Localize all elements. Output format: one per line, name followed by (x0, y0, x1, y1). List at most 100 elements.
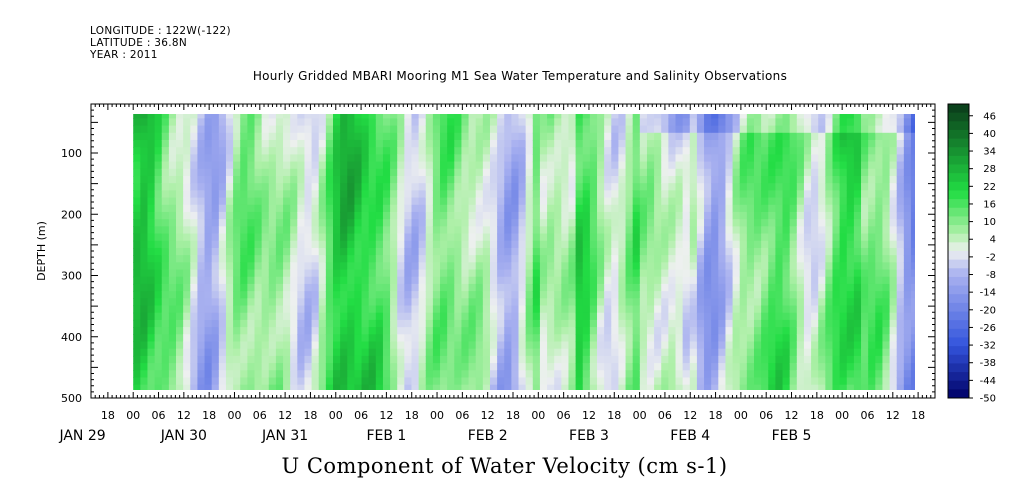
heatmap-cell (482, 319, 491, 328)
heatmap-cell (325, 247, 334, 256)
heatmap-cell (789, 118, 798, 127)
heatmap-cell (518, 341, 527, 350)
heatmap-cell (689, 197, 698, 206)
heatmap-cell (340, 319, 348, 328)
heatmap-cell (432, 377, 441, 386)
heatmap-cell (711, 334, 719, 343)
heatmap-cell (283, 327, 291, 335)
heatmap-cell (632, 132, 641, 141)
heatmap-cell (625, 262, 634, 271)
heatmap-cell (582, 355, 591, 364)
heatmap-cell (375, 262, 384, 271)
heatmap-cell (390, 255, 398, 263)
heatmap-cell (440, 139, 448, 148)
heatmap-cell (732, 139, 741, 148)
heatmap-cell (525, 168, 534, 177)
heatmap-cell (368, 147, 377, 155)
heatmap-cell (140, 175, 149, 184)
heatmap-cell (875, 283, 884, 292)
heatmap-cell (290, 255, 298, 263)
x-tick-label: 18 (709, 409, 723, 422)
heatmap-cell (397, 377, 405, 386)
heatmap-cell (696, 139, 705, 148)
heatmap-cell (204, 183, 213, 191)
heatmap-cell (511, 341, 520, 350)
heatmap-cell (304, 363, 313, 371)
heatmap-cell (518, 204, 527, 213)
heatmap-cell (711, 312, 719, 321)
heatmap-cell (654, 132, 662, 141)
heatmap-cell (903, 247, 912, 256)
heatmap-cell (176, 118, 184, 127)
heatmap-cell (568, 139, 577, 148)
heatmap-cell (168, 327, 177, 335)
heatmap-cell (775, 312, 784, 321)
heatmap-cell (839, 204, 848, 213)
heatmap-cell (218, 219, 227, 227)
heatmap-cell (511, 226, 520, 235)
heatmap-cell (304, 161, 313, 170)
heatmap-cell (140, 283, 149, 292)
heatmap-cell (154, 190, 163, 199)
heatmap-cell (140, 132, 149, 141)
heatmap-cell (404, 276, 413, 285)
heatmap-cell (340, 370, 348, 379)
heatmap-cell (846, 197, 855, 206)
heatmap-cell (140, 183, 149, 191)
heatmap-cell (575, 283, 584, 292)
heatmap-cell (304, 183, 313, 191)
heatmap-cell (589, 370, 598, 379)
heatmap-cell (689, 319, 698, 328)
heatmap-cell (176, 114, 184, 119)
heatmap-cell (304, 132, 313, 141)
heatmap-cell (783, 104, 791, 112)
heatmap-cell (390, 341, 398, 350)
heatmap-cell (896, 139, 905, 148)
heatmap-cell (354, 139, 363, 148)
heatmap-cell (761, 247, 769, 256)
heatmap-cell (597, 204, 605, 213)
heatmap-cell (539, 168, 548, 177)
heatmap-cell (568, 262, 577, 271)
heatmap-cell (575, 384, 584, 390)
heatmap-cell (275, 269, 284, 278)
heatmap-cell (539, 114, 548, 119)
heatmap-cell (654, 219, 662, 227)
heatmap-cell (725, 175, 734, 184)
heatmap-cell (725, 255, 734, 263)
heatmap-cell (333, 211, 341, 220)
heatmap-cell (575, 363, 584, 371)
heatmap-cell (340, 125, 348, 134)
heatmap-cell (668, 161, 677, 170)
heatmap-cell (903, 341, 912, 350)
heatmap-cell (825, 327, 834, 335)
heatmap-cell (361, 175, 370, 184)
heatmap-cell (154, 348, 163, 357)
heatmap-cell (197, 298, 206, 307)
heatmap-cell (275, 305, 284, 314)
heatmap-cell (896, 291, 905, 299)
heatmap-cell (418, 118, 427, 127)
heatmap-cell (404, 363, 413, 371)
heatmap-cell (611, 348, 620, 357)
heatmap-cell (211, 255, 220, 263)
heatmap-cell (354, 161, 363, 170)
heatmap-cell (354, 276, 363, 285)
heatmap-cell (718, 255, 727, 263)
heatmap-cell (432, 226, 441, 235)
heatmap-cell (632, 154, 641, 163)
heatmap-cell (561, 240, 570, 249)
heatmap-cell (711, 262, 719, 271)
heatmap-cell (497, 348, 505, 357)
heatmap-cell (404, 247, 413, 256)
heatmap-cell (404, 233, 413, 242)
heatmap-cell (147, 197, 156, 206)
heatmap-cell (811, 233, 819, 242)
heatmap-cell (247, 262, 256, 271)
heatmap-cell (275, 125, 284, 134)
heatmap-cell (225, 247, 234, 256)
heatmap-cell (168, 276, 177, 285)
heatmap-cell (325, 334, 334, 343)
heatmap-cell (461, 114, 470, 119)
heatmap-cell (197, 175, 206, 184)
